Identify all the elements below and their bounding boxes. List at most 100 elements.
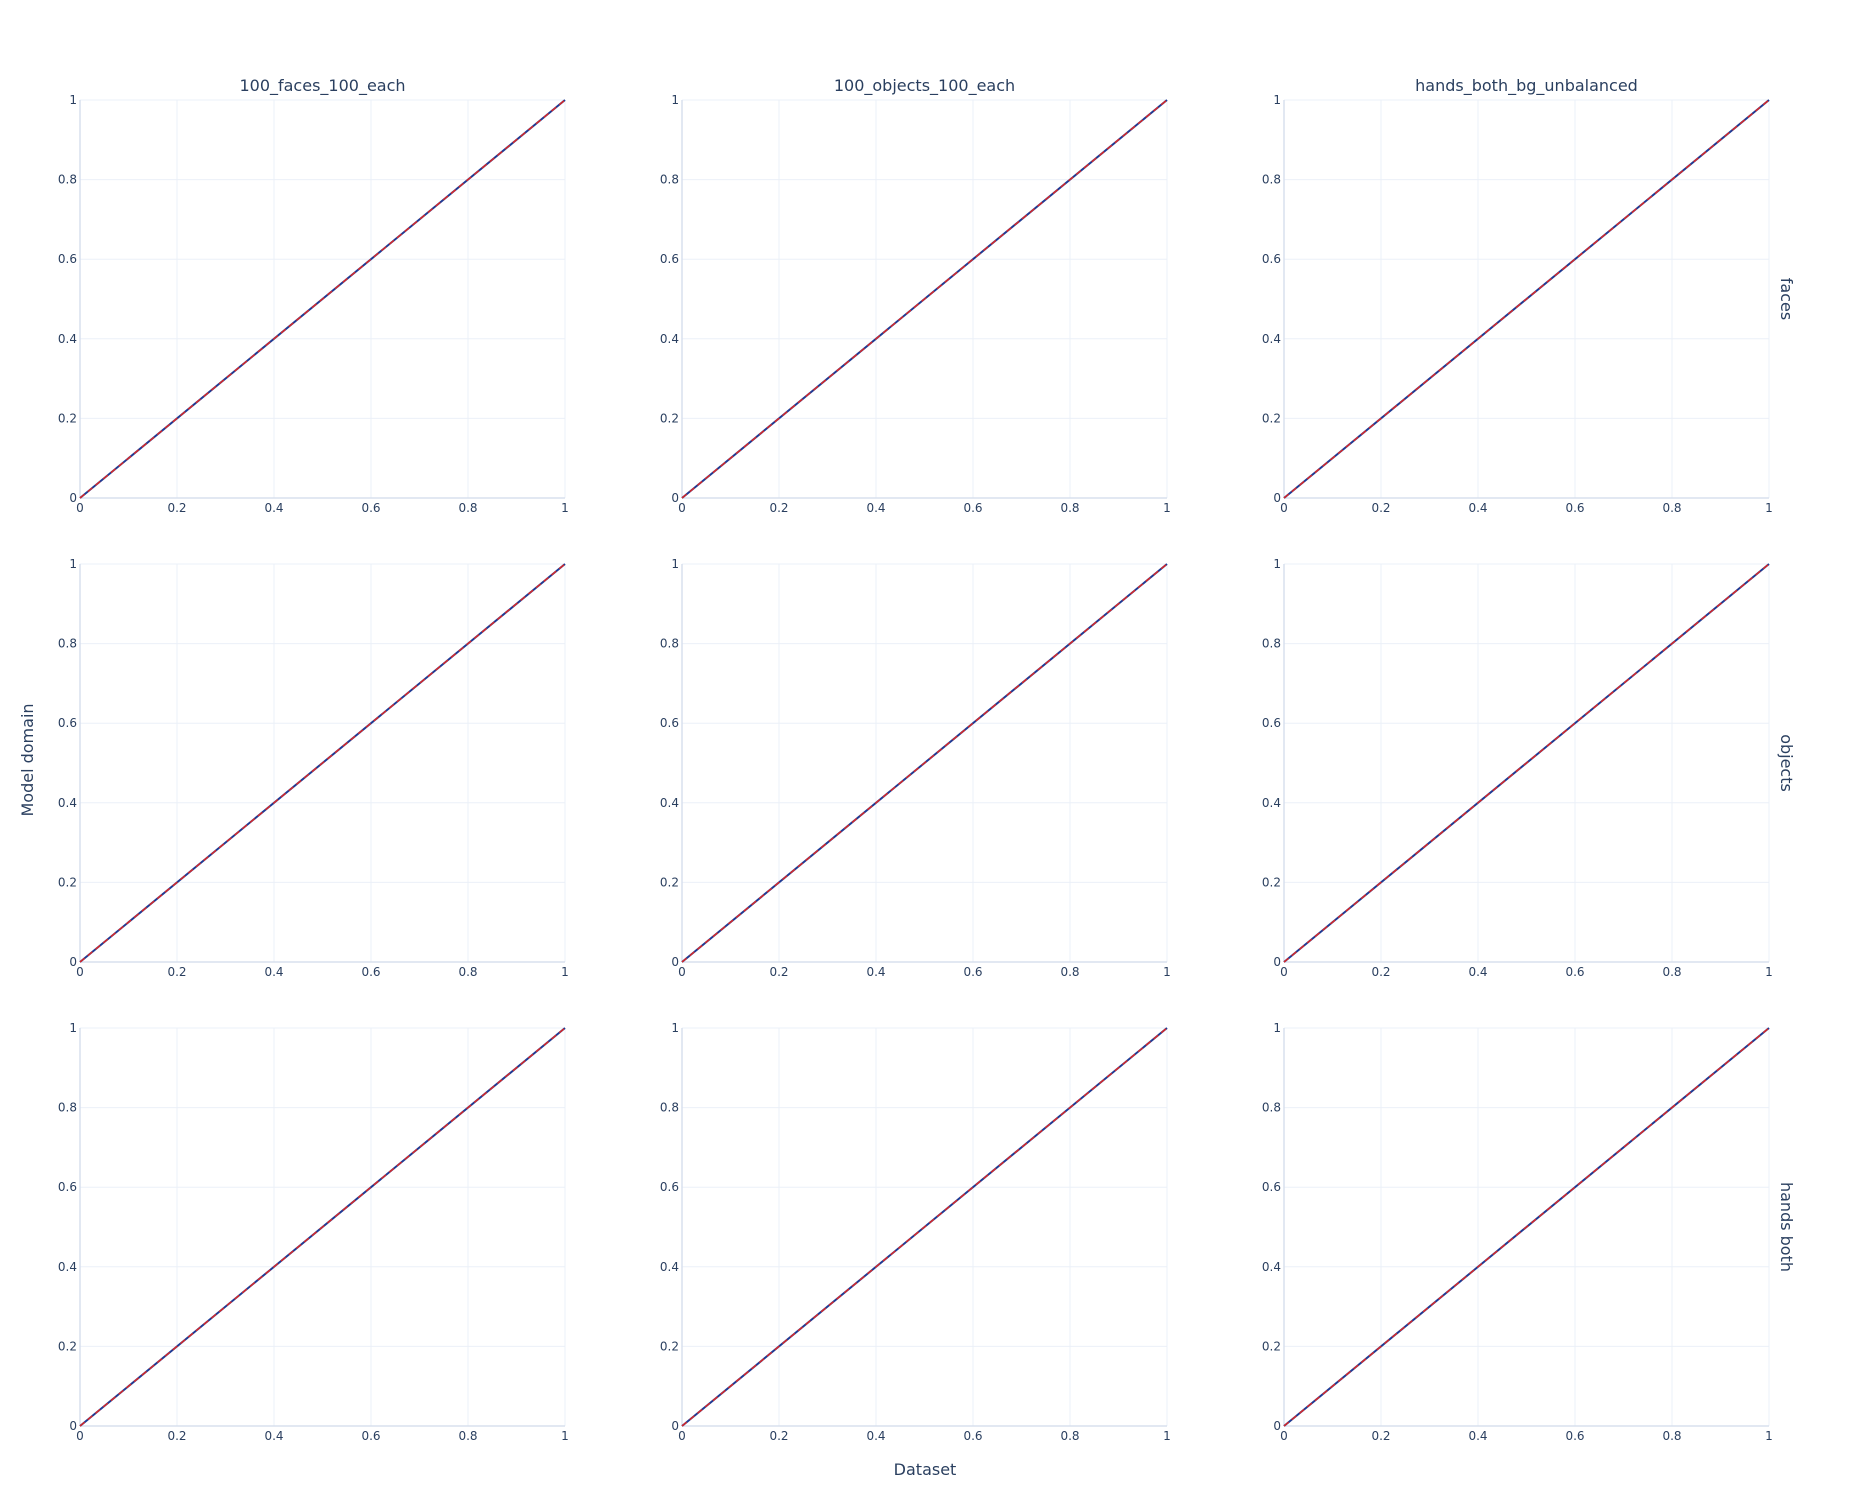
series-line-2: [681, 1027, 1168, 1427]
y-tick-label: 0.2: [1262, 1339, 1281, 1353]
row-label: objects: [1777, 734, 1796, 792]
facet-panel-r1-c2: 00 0.2 0.2 0.4 0.4 0.6 0.6 0.8 0.8 1 1 100_objects_…: [660, 76, 1171, 515]
y-tick-label: 0.4: [1262, 796, 1281, 810]
y-tick-label: 0: [1273, 1419, 1281, 1433]
x-tick-label: 1: [561, 1429, 569, 1443]
x-tick-label: 0.8: [458, 501, 477, 515]
x-tick-label: 0.8: [1060, 965, 1079, 979]
y-tick-label: 0.8: [1262, 637, 1281, 651]
x-tick-label: 1: [561, 965, 569, 979]
x-tick-label: 0.4: [866, 965, 885, 979]
x-tick-label: 1: [1765, 1429, 1773, 1443]
y-tick-label: 0: [1273, 491, 1281, 505]
x-tick-label: 1: [1765, 965, 1773, 979]
x-tick-label: 0.6: [963, 501, 982, 515]
y-tick-label: 0.8: [660, 173, 679, 187]
y-tick-label: 0.8: [1262, 1101, 1281, 1115]
y-tick-label: 0: [671, 491, 679, 505]
y-tick-label: 0.6: [660, 252, 679, 266]
facet-panel-r1-c1: 00 0.2 0.2 0.4 0.4 0.6 0.6 0.8 0.8 1 1 100_faces_10…: [58, 76, 569, 515]
y-tick-label: 0: [69, 491, 77, 505]
y-tick-label: 0.8: [58, 637, 77, 651]
x-axis-title: Dataset: [894, 1460, 957, 1479]
series-line-2: [79, 1027, 566, 1427]
y-tick-label: 0.4: [1262, 1260, 1281, 1274]
x-tick-label: 0: [678, 1429, 686, 1443]
x-tick-label: 0.2: [167, 1429, 186, 1443]
y-tick-label: 0.8: [58, 1101, 77, 1115]
y-tick-label: 0.2: [1262, 875, 1281, 889]
x-tick-label: 0.2: [769, 501, 788, 515]
y-tick-label: 0.2: [1262, 411, 1281, 425]
x-tick-label: 0.4: [866, 501, 885, 515]
x-tick-label: 0.4: [264, 965, 283, 979]
x-tick-label: 0.4: [1468, 1429, 1487, 1443]
x-tick-label: 0.2: [769, 965, 788, 979]
y-tick-label: 0: [671, 1419, 679, 1433]
y-tick-label: 0: [1273, 955, 1281, 969]
facet-panel-r3-c1: 00 0.2 0.2 0.4 0.4 0.6 0.6 0.8 0.8 1 1: [58, 1021, 569, 1443]
x-tick-label: 0.4: [264, 1429, 283, 1443]
x-tick-label: 1: [1163, 1429, 1171, 1443]
y-tick-label: 1: [1273, 1021, 1281, 1035]
y-tick-label: 0.4: [58, 1260, 77, 1274]
x-tick-label: 0.8: [458, 965, 477, 979]
y-tick-label: 0.6: [58, 716, 77, 730]
x-tick-label: 0.2: [167, 965, 186, 979]
y-axis-title: Model domain: [18, 703, 37, 816]
x-tick-label: 0: [678, 501, 686, 515]
y-tick-label: 0.4: [1262, 332, 1281, 346]
y-tick-label: 0.4: [660, 1260, 679, 1274]
column-title: 100_objects_100_each: [834, 76, 1015, 96]
y-tick-label: 1: [671, 93, 679, 107]
facet-panel-r3-c3: 00 0.2 0.2 0.4 0.4 0.6 0.6 0.8 0.8 1 1 hands both: [1262, 1021, 1796, 1443]
x-tick-label: 0.6: [963, 965, 982, 979]
x-tick-label: 0.2: [167, 501, 186, 515]
y-tick-label: 1: [69, 1021, 77, 1035]
y-tick-label: 0.4: [660, 332, 679, 346]
x-tick-label: 0.8: [1662, 501, 1681, 515]
y-tick-label: 0.8: [660, 637, 679, 651]
x-tick-label: 0.8: [1662, 965, 1681, 979]
x-tick-label: 0.4: [1468, 965, 1487, 979]
y-tick-label: 1: [1273, 557, 1281, 571]
x-tick-label: 0.4: [264, 501, 283, 515]
y-tick-label: 1: [69, 93, 77, 107]
x-tick-label: 0.8: [1662, 1429, 1681, 1443]
y-tick-label: 1: [69, 557, 77, 571]
x-tick-label: 0.2: [1371, 965, 1390, 979]
y-tick-label: 0.2: [58, 875, 77, 889]
x-tick-label: 0.6: [1565, 1429, 1584, 1443]
x-tick-label: 0: [1280, 965, 1288, 979]
series-line-2: [1283, 99, 1770, 499]
column-title: 100_faces_100_each: [239, 76, 405, 96]
x-tick-label: 0.8: [458, 1429, 477, 1443]
y-tick-label: 0.6: [58, 252, 77, 266]
y-tick-label: 0.2: [58, 1339, 77, 1353]
y-tick-label: 0.2: [660, 1339, 679, 1353]
y-tick-label: 1: [1273, 93, 1281, 107]
row-label: faces: [1777, 278, 1796, 320]
column-title: hands_both_bg_unbalanced: [1415, 76, 1638, 96]
facet-panel-r3-c2: 00 0.2 0.2 0.4 0.4 0.6 0.6 0.8 0.8 1 1: [660, 1021, 1171, 1443]
x-tick-label: 0.6: [1565, 965, 1584, 979]
x-tick-label: 0.6: [361, 965, 380, 979]
x-tick-label: 0.2: [769, 1429, 788, 1443]
facet-panel-r2-c2: 00 0.2 0.2 0.4 0.4 0.6 0.6 0.8 0.8 1 1: [660, 557, 1171, 979]
row-label: hands both: [1777, 1182, 1796, 1272]
x-tick-label: 1: [1163, 501, 1171, 515]
y-tick-label: 0.6: [1262, 1180, 1281, 1194]
y-tick-label: 0.6: [660, 1180, 679, 1194]
facet-panel-r1-c3: 00 0.2 0.2 0.4 0.4 0.6 0.6 0.8 0.8 1 1 hands_both_b…: [1262, 76, 1796, 515]
x-tick-label: 0.8: [1060, 501, 1079, 515]
y-tick-label: 0.6: [58, 1180, 77, 1194]
y-tick-label: 0.8: [660, 1101, 679, 1115]
y-tick-label: 0: [671, 955, 679, 969]
series-line-2: [681, 563, 1168, 963]
y-tick-label: 0.6: [660, 716, 679, 730]
y-tick-label: 0: [69, 1419, 77, 1433]
series-line-2: [681, 99, 1168, 499]
x-tick-label: 0.6: [963, 1429, 982, 1443]
y-tick-label: 0.2: [660, 875, 679, 889]
